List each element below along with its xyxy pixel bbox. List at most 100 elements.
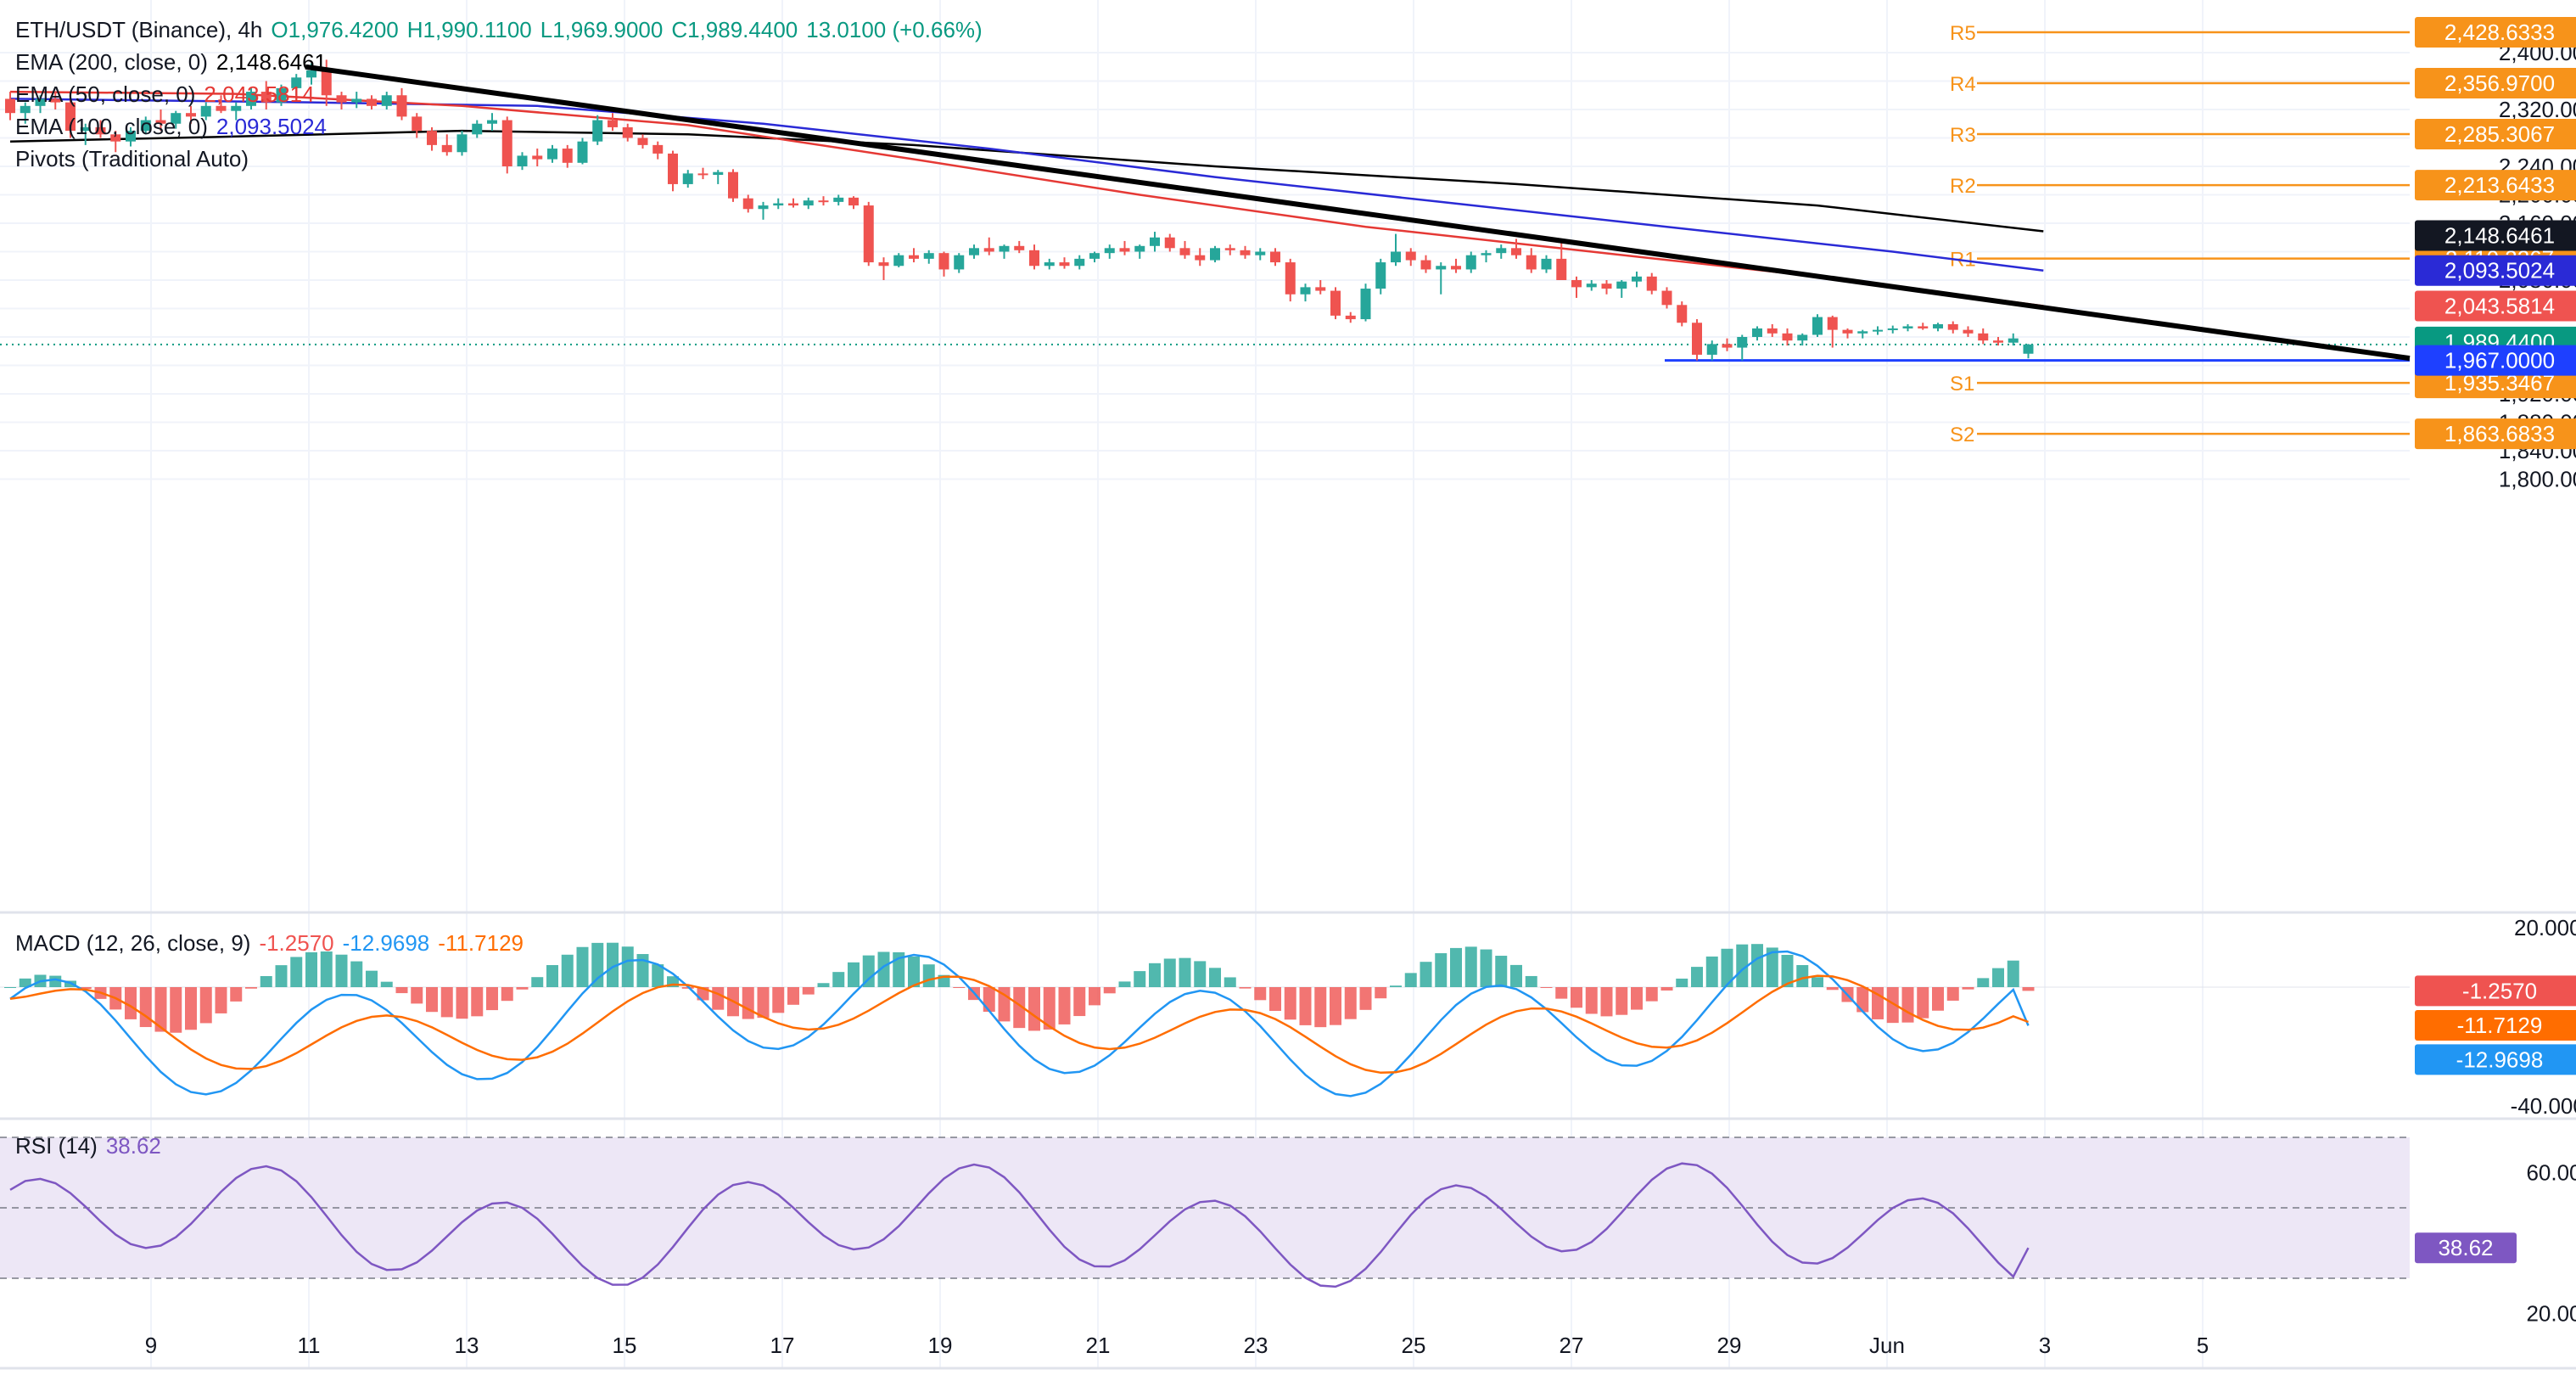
time-tick-label: 29 bbox=[1717, 1333, 1742, 1358]
candle bbox=[517, 152, 528, 171]
rsi-tag-bg bbox=[2415, 1232, 2517, 1264]
macd-hist-bar bbox=[1616, 987, 1628, 1015]
macd-tick-label: 20.0000 bbox=[2514, 915, 2576, 940]
macd-hist-bar bbox=[486, 987, 498, 1011]
candle-body bbox=[697, 173, 708, 176]
macd-hist-bar bbox=[366, 970, 378, 987]
candle-body bbox=[909, 255, 919, 259]
candle bbox=[1933, 323, 1943, 332]
macd-hist-bar bbox=[1676, 978, 1688, 987]
macd-hist-bar bbox=[1420, 962, 1432, 987]
rsi-label: RSI (14) bbox=[15, 1133, 98, 1159]
candle bbox=[1857, 329, 1868, 339]
macd-hist-bar bbox=[1058, 987, 1071, 1024]
candle-body bbox=[1210, 248, 1220, 261]
macd-signal-tag-bg bbox=[2415, 1009, 2576, 1041]
candle-body bbox=[1526, 255, 1537, 270]
candle bbox=[1405, 248, 1416, 267]
candle-body bbox=[803, 200, 814, 206]
macd-hist-bar bbox=[199, 987, 212, 1024]
pivots-legend: Pivots (Traditional Auto) bbox=[15, 143, 991, 175]
macd-hist-bar bbox=[1073, 987, 1086, 1017]
support-tag: 1,967.0000 bbox=[2444, 348, 2555, 373]
candle-body bbox=[276, 87, 287, 103]
candle bbox=[1285, 258, 1296, 302]
macd-hist-bar bbox=[1886, 987, 1899, 1024]
candle-body bbox=[833, 197, 844, 202]
macd-hist-bar bbox=[350, 961, 363, 987]
macd-tick-label: -40.0000 bbox=[2511, 1093, 2576, 1119]
candle-body bbox=[532, 155, 543, 160]
candle bbox=[472, 120, 483, 138]
candle-body bbox=[1360, 289, 1371, 320]
candle-body bbox=[1993, 340, 2003, 343]
ema200-tag-bg bbox=[2415, 220, 2576, 251]
macd-panel bbox=[0, 942, 2410, 1097]
candle-body bbox=[1195, 255, 1206, 261]
candle bbox=[20, 102, 31, 124]
macd-hist-bar bbox=[922, 964, 935, 987]
candle bbox=[381, 92, 392, 109]
candle-body bbox=[487, 120, 497, 124]
trendline bbox=[305, 64, 2411, 362]
macd-hist-bar bbox=[1540, 987, 1553, 988]
candle-body bbox=[1119, 248, 1130, 252]
macd-hist-bar bbox=[636, 954, 649, 987]
macd-hist-bar bbox=[1330, 987, 1341, 1025]
candle-body bbox=[1420, 260, 1431, 270]
pivot-label-s1: S1 bbox=[1950, 373, 1974, 396]
candle-body bbox=[65, 102, 76, 132]
candle bbox=[65, 98, 76, 138]
candle-body bbox=[1632, 276, 1642, 282]
macd-hist-bar bbox=[230, 987, 243, 1002]
candle bbox=[1391, 233, 1401, 267]
macd-hist-bar bbox=[2022, 987, 2035, 991]
macd-hist-bar bbox=[862, 955, 875, 987]
candle-body bbox=[1767, 328, 1778, 334]
candle-body bbox=[608, 120, 618, 127]
candle-body bbox=[848, 197, 859, 206]
macd-hist-bar bbox=[1254, 987, 1267, 1001]
candle-body bbox=[1556, 258, 1567, 280]
candle bbox=[728, 169, 738, 202]
macd-hist-bar bbox=[1450, 947, 1462, 987]
candle bbox=[351, 92, 362, 109]
macd-hist-bar bbox=[426, 987, 438, 1013]
candle bbox=[878, 257, 889, 280]
ema200-line bbox=[9, 129, 2044, 233]
time-tick-label: 21 bbox=[1086, 1333, 1111, 1358]
candle bbox=[1270, 248, 1280, 267]
candle bbox=[1420, 255, 1431, 273]
rsi-line bbox=[9, 1162, 2030, 1288]
candle bbox=[396, 87, 407, 121]
high-value: H1,990.1100 bbox=[406, 17, 532, 42]
macd-hist-bar bbox=[185, 987, 197, 1030]
candle-body bbox=[231, 105, 242, 111]
pivot-tag-s2-bg bbox=[2415, 418, 2576, 450]
macd-hist-bar bbox=[1510, 964, 1522, 987]
macd-hist-bar bbox=[516, 987, 529, 990]
macd-hist-bar bbox=[79, 987, 92, 990]
macd-hist-bar bbox=[908, 956, 920, 987]
macd-hist-bar bbox=[1269, 987, 1281, 1012]
macd-hist-bar bbox=[1600, 987, 1613, 1017]
candle-body bbox=[652, 144, 664, 154]
candle bbox=[1646, 272, 1657, 295]
candle bbox=[608, 113, 618, 132]
time-tick-label: 17 bbox=[770, 1333, 795, 1358]
ema50-tag-bg bbox=[2415, 290, 2576, 322]
macd-hist-bar bbox=[1163, 958, 1176, 987]
candle-body bbox=[547, 149, 557, 160]
ema100-tag-bg bbox=[2415, 255, 2576, 286]
candle-body bbox=[1812, 317, 1823, 335]
macd-hist-bar bbox=[1390, 985, 1402, 987]
candle bbox=[441, 134, 452, 156]
candle bbox=[532, 149, 543, 166]
macd-hist-bar bbox=[1736, 944, 1749, 987]
candle bbox=[577, 138, 588, 165]
rsi-value: 38.62 bbox=[105, 1133, 161, 1159]
candle-body bbox=[1089, 253, 1100, 259]
candle-body bbox=[938, 253, 949, 270]
macd-hist-bar bbox=[802, 987, 815, 995]
